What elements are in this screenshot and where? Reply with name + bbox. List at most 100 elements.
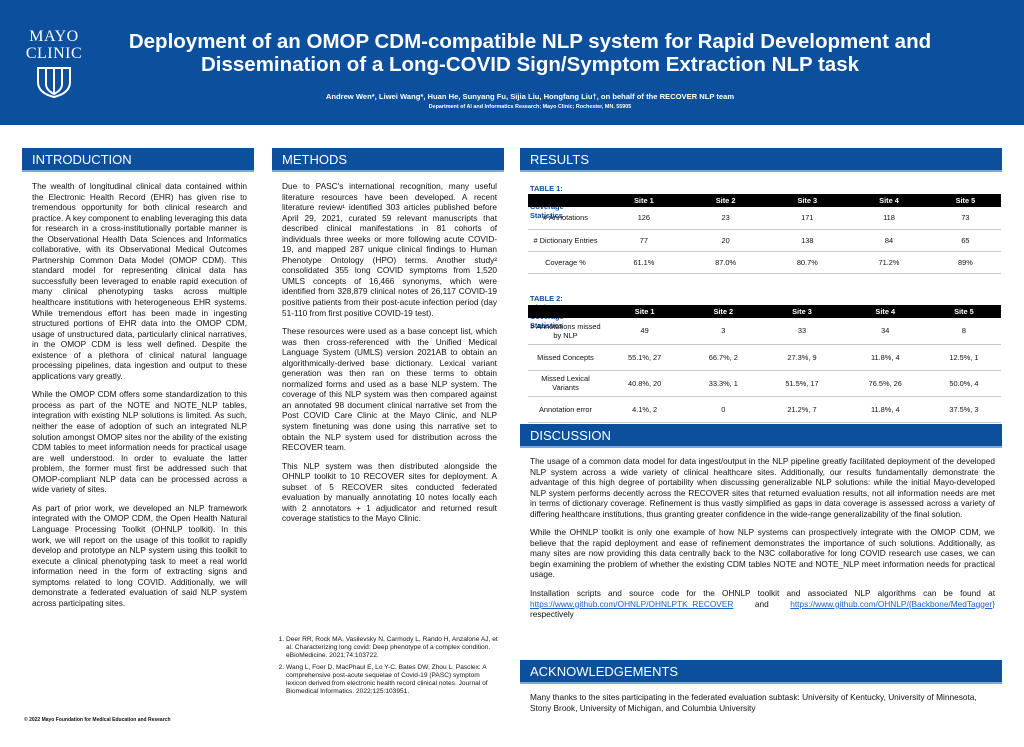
- table-cell: 51.5%, 17: [760, 370, 844, 397]
- logo: MAYO CLINIC: [24, 28, 84, 102]
- links-paragraph: Installation scripts and source code for…: [530, 588, 995, 620]
- paragraph: The wealth of longitudinal clinical data…: [32, 181, 247, 381]
- table-cell: 65: [929, 229, 1001, 252]
- table-cell: 12.5%, 1: [926, 344, 1001, 371]
- header-cell: Site 5: [926, 305, 1001, 318]
- reference: Wang L, Foer D, MacPhaul E, Lo Y-C, Bate…: [286, 664, 500, 697]
- row-label: Annotation error: [528, 396, 603, 423]
- title: Deployment of an OMOP CDM-compatible NLP…: [128, 30, 932, 76]
- header-cell: Site 1: [603, 194, 685, 207]
- header-cell: Site 2: [686, 305, 761, 318]
- table-cell: 23: [684, 207, 767, 230]
- section-heading: RESULTS: [520, 148, 1002, 172]
- links-tail: respectively: [530, 609, 574, 620]
- paragraph: While the OHNLP toolkit is only one exam…: [530, 527, 995, 580]
- row-label: Coverage %: [528, 251, 603, 274]
- table-cell: 21.2%, 7: [760, 396, 844, 423]
- table-cell: 4.1%, 2: [603, 396, 687, 423]
- row-label: Missed Concepts: [528, 344, 603, 371]
- header-row: Site 1 Site 2 Site 3 Site 4 Site 5: [528, 194, 1001, 207]
- paragraph: This NLP system was then distributed alo…: [282, 460, 497, 524]
- table-cell: 3: [686, 318, 761, 345]
- section-heading: METHODS: [272, 148, 504, 172]
- header-cell: Site 1: [603, 305, 687, 318]
- row-label: # Annotations: [528, 207, 603, 230]
- table-cell: 20: [684, 229, 767, 252]
- table-row: Missed Concepts 55.1%, 27 66.7%, 2 27.3%, 9…: [528, 344, 1001, 371]
- data-table: Site 1 Site 2 Site 3 Site 4 Site 5 # Annotati…: [528, 194, 1001, 274]
- header-cell: Site 2: [684, 194, 767, 207]
- authors: Andrew Wen*, Liwei Wang*, Huan He, Sunya…: [325, 92, 735, 101]
- table-cell: 33.3%, 1: [686, 370, 761, 397]
- table-cell: 55.1%, 27: [603, 344, 687, 371]
- table-cell: 27.3%, 9: [760, 344, 844, 371]
- header-cell: [528, 305, 603, 318]
- header-cell: [528, 194, 603, 207]
- table-cell: 34: [843, 318, 927, 345]
- table-row: # Dictionary Entries 77 20 138 84 65: [528, 229, 1001, 252]
- logo-text: CLINIC: [25, 45, 83, 62]
- table-cell: 73: [929, 207, 1001, 230]
- table-cell: 66.7%, 2: [686, 344, 761, 371]
- logo-text: MAYO: [29, 28, 79, 45]
- reference: Deer RR, Rock MA, Vasilevsky N, Carmody …: [286, 636, 500, 661]
- table-row: # Annotations missed by NLP 49 3 33 34 8: [528, 318, 1001, 345]
- header-cell: Site 5: [929, 194, 1001, 207]
- header-row: Site 1 Site 2 Site 3 Site 4 Site 5: [528, 305, 1001, 318]
- table-cell: 76.5%, 26: [843, 370, 927, 397]
- affiliation: Department of AI and Informatics Researc…: [428, 104, 632, 110]
- references: Deer RR, Rock MA, Vasilevsky N, Carmody …: [270, 636, 500, 699]
- paragraph: These resources were used as a base conc…: [282, 326, 497, 453]
- table-cell: 11.8%, 4: [843, 396, 927, 423]
- paragraph: While the OMOP CDM offers some standardi…: [32, 389, 247, 495]
- table-cell: 77: [603, 229, 685, 252]
- table-cell: 84: [848, 229, 930, 252]
- header-cell: Site 4: [848, 194, 930, 207]
- table-cell: 87.0%: [684, 251, 767, 274]
- table-row: # Annotations 126 23 171 118 73: [528, 207, 1001, 230]
- table-cell: 33: [760, 318, 844, 345]
- table-cell: 8: [926, 318, 1001, 345]
- table-cell: 138: [766, 229, 849, 252]
- links-and: and: [754, 598, 769, 609]
- table-cell: 80.7%: [766, 251, 849, 274]
- section-heading: DISCUSSION: [520, 424, 1002, 448]
- table-cell: 126: [603, 207, 685, 230]
- paragraph: The usage of a common data model for dat…: [530, 456, 995, 519]
- table-cell: 49: [603, 318, 687, 345]
- acknowledgements-text: Many thanks to the sites participating i…: [530, 692, 977, 713]
- table-cell: 89%: [929, 251, 1001, 274]
- header-cell: Site 3: [760, 305, 844, 318]
- link[interactable]: https://www.github.com/OHNLP/{Backbone/M…: [790, 598, 995, 609]
- header-band: [0, 0, 1024, 125]
- row-label: Missed Lexical Variants: [528, 370, 603, 397]
- links-text: Installation scripts and source code for…: [530, 588, 995, 599]
- header-cell: Site 3: [766, 194, 849, 207]
- table-row: Coverage % 61.1% 87.0% 80.7% 71.2% 89%: [528, 251, 1001, 274]
- table-cell: 40.8%, 20: [603, 370, 687, 397]
- discussion-text: The usage of a common data model for dat…: [530, 456, 995, 656]
- table-cell: 37.5%, 3: [926, 396, 1001, 423]
- header-cell: Site 4: [843, 305, 927, 318]
- table-cell: 171: [766, 207, 849, 230]
- table-row: Annotation error 4.1%, 2 0 21.2%, 7 11.8%, 4…: [528, 396, 1001, 423]
- link[interactable]: https://www.github.com/OHNLP/OHNLPTK_REC…: [530, 598, 734, 609]
- section-heading: INTRODUCTION: [22, 148, 254, 172]
- table-cell: 0: [686, 396, 761, 423]
- paragraph: As part of prior work, we developed an N…: [32, 502, 247, 608]
- row-label: # Annotations missed by NLP: [528, 318, 603, 345]
- table-cell: 118: [848, 207, 930, 230]
- copyright: © 2022 Mayo Foundation for Medical Educa…: [24, 717, 171, 723]
- paragraph: Due to PASC's international recognition,…: [282, 181, 497, 318]
- row-label: # Dictionary Entries: [528, 229, 603, 252]
- data-table: Site 1 Site 2 Site 3 Site 4 Site 5 # Annotati…: [528, 305, 1001, 423]
- intro-text: The wealth of longitudinal clinical data…: [32, 181, 247, 711]
- table-cell: 11.8%, 4: [843, 344, 927, 371]
- methods-text: Due to PASC's international recognition,…: [282, 181, 497, 621]
- table-cell: 71.2%: [848, 251, 930, 274]
- table-cell: 61.1%: [603, 251, 685, 274]
- table-cell: 50.0%, 4: [926, 370, 1001, 397]
- table-row: Missed Lexical Variants 40.8%, 20 33.3%, 1…: [528, 370, 1001, 397]
- logo-shield: [37, 67, 71, 99]
